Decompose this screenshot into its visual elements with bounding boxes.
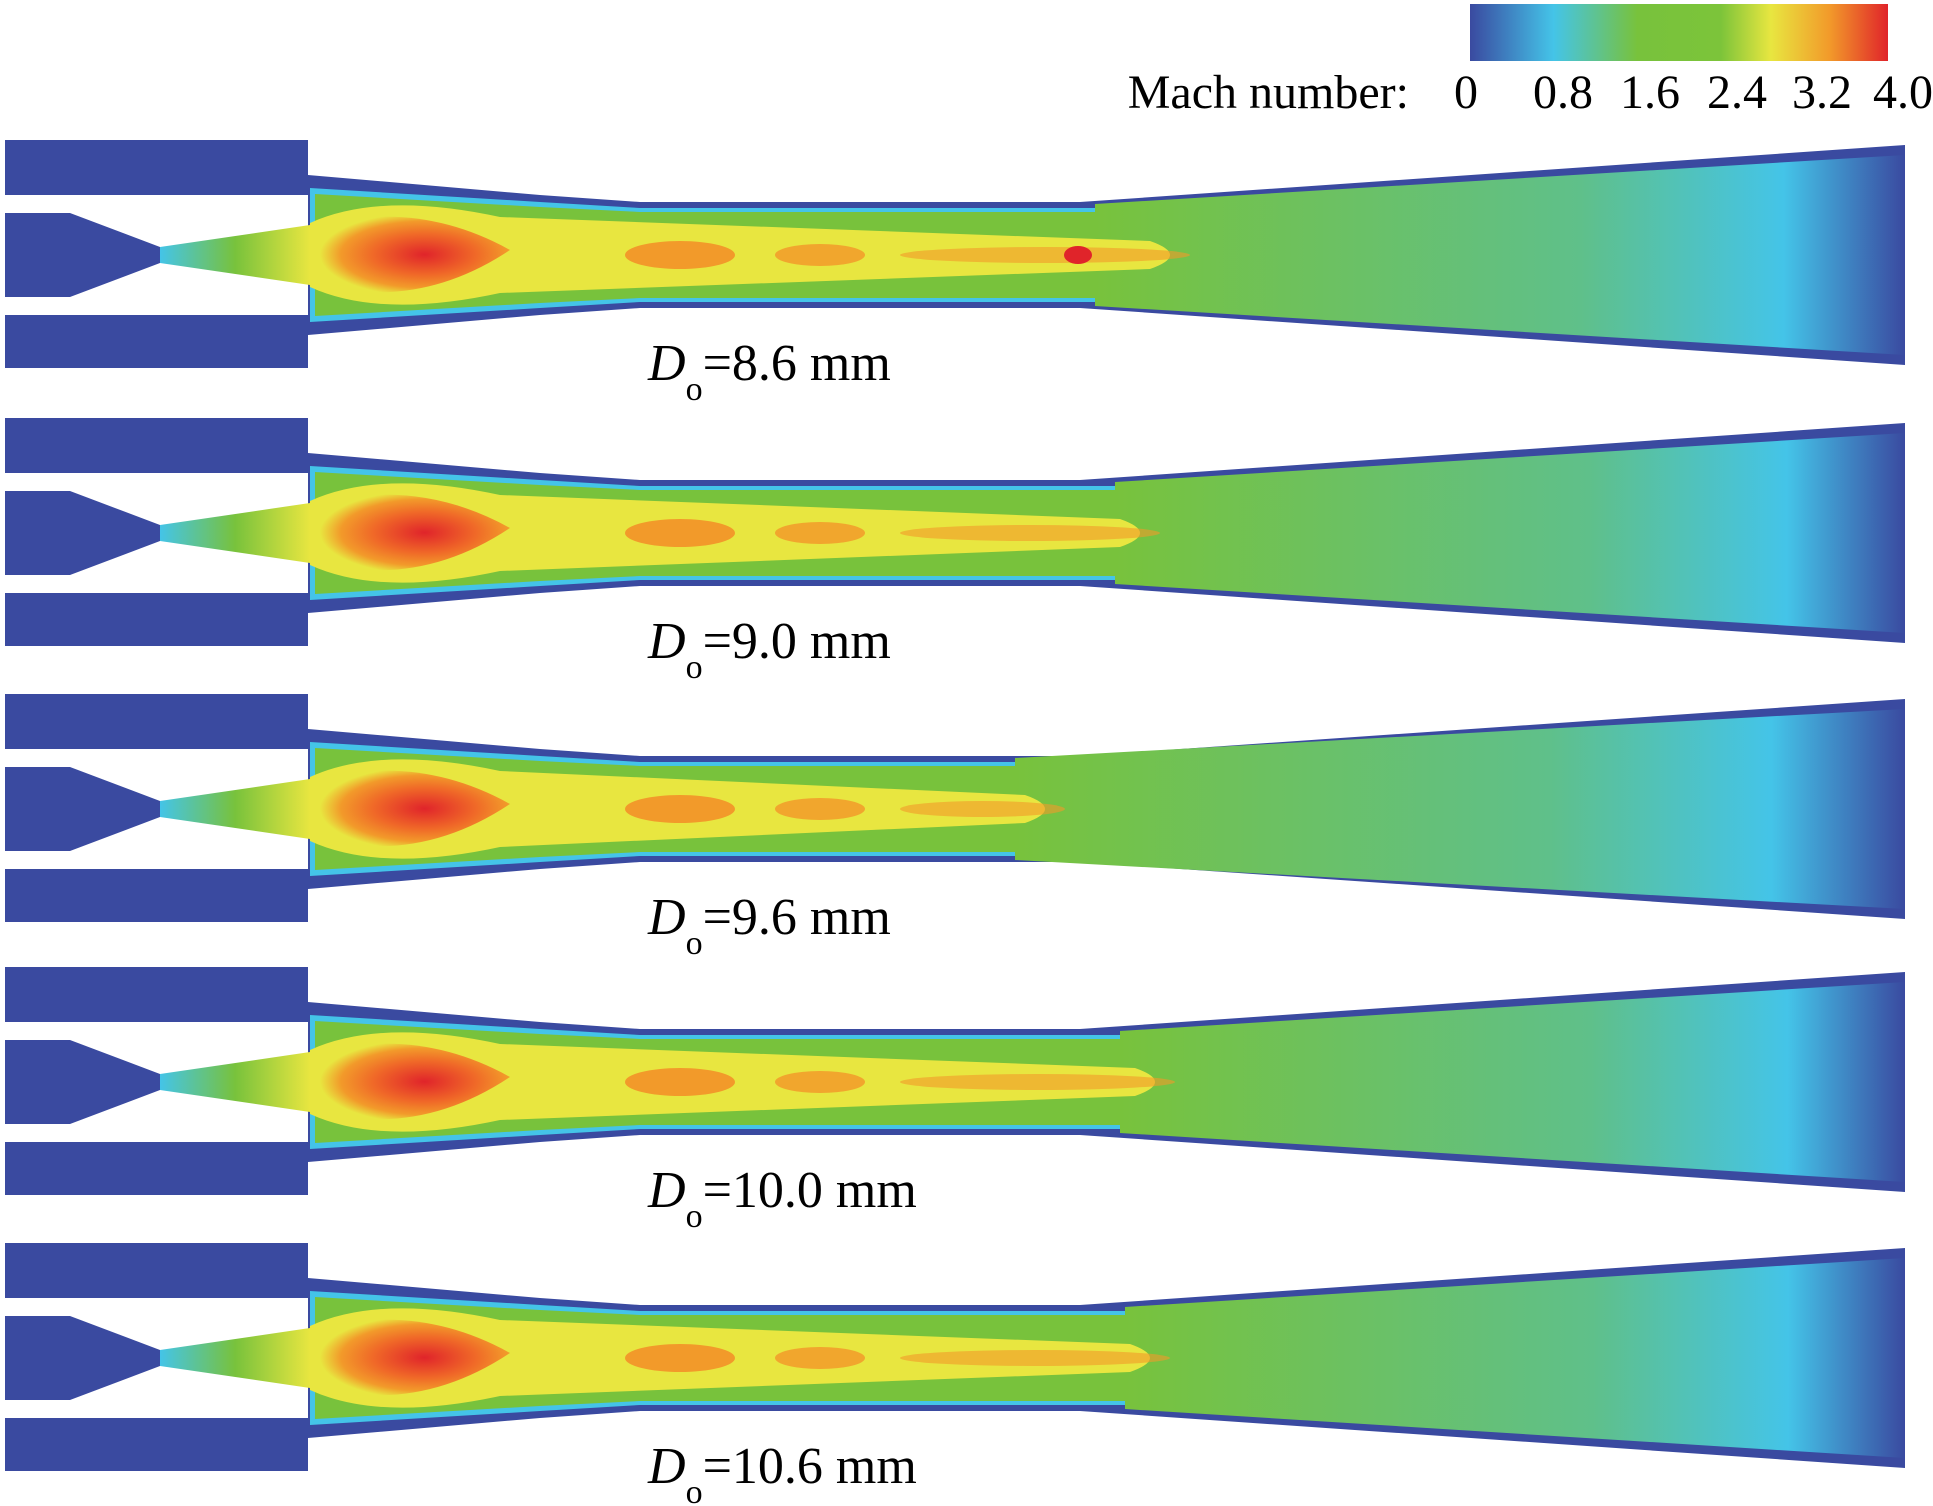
nozzle-jet — [160, 503, 310, 563]
ejector-panel: Do=10.0 mm — [5, 967, 1905, 1235]
colorbar-tick-label: 4.0 — [1873, 66, 1933, 119]
colorbar-legend: Mach number: 0 0.8 1.6 2.4 3.2 4.0 — [1128, 4, 1933, 119]
primary-nozzle-body — [5, 213, 160, 297]
case-label-value: =10.0 mm — [703, 1162, 917, 1219]
colorbar-tick-label: 3.2 — [1792, 66, 1852, 119]
nozzle-jet — [160, 779, 310, 839]
case-label-var: D — [647, 889, 686, 946]
jet-core-hot — [320, 216, 510, 293]
nozzle-jet — [160, 1052, 310, 1112]
jet-core-hot — [320, 1319, 510, 1396]
shock-cell — [775, 244, 865, 266]
shock-cell — [900, 247, 1190, 263]
suction-wall-lower — [5, 593, 308, 646]
shock-spot — [1064, 246, 1092, 264]
jet-envelope — [310, 205, 1170, 305]
suction-wall-upper — [5, 694, 310, 749]
case-label: Do=9.6 mm — [647, 889, 891, 962]
shock-cell — [900, 1350, 1170, 1366]
jet-core-hot — [320, 770, 510, 847]
ejector-panel: Do=9.6 mm — [5, 694, 1905, 962]
colorbar — [1470, 4, 1888, 61]
shock-cell — [775, 798, 865, 820]
case-label-sub: o — [686, 649, 703, 686]
primary-nozzle-body — [5, 767, 160, 851]
case-label: Do=8.6 mm — [647, 335, 891, 408]
colorbar-ticks: 0 0.8 1.6 2.4 3.2 4.0 — [1454, 66, 1933, 119]
nozzle-jet — [160, 1328, 310, 1388]
suction-wall-lower — [5, 869, 308, 922]
suction-wall-upper — [5, 418, 310, 473]
shock-cell — [900, 525, 1160, 541]
case-label-var: D — [647, 1438, 686, 1495]
colorbar-tick-label: 0.8 — [1533, 66, 1593, 119]
shock-cell — [625, 795, 735, 823]
shock-cell — [900, 1074, 1175, 1090]
case-label-sub: o — [686, 1198, 703, 1235]
shock-cell — [775, 522, 865, 544]
case-label-sub: o — [686, 371, 703, 408]
jet-core-hot — [320, 494, 510, 571]
legend-title: Mach number: — [1128, 66, 1409, 119]
case-label-value: =9.0 mm — [703, 613, 891, 670]
case-label-value: =9.6 mm — [703, 889, 891, 946]
case-label: Do=10.0 mm — [647, 1162, 917, 1235]
diffuser-flow — [1115, 433, 1905, 633]
shock-cell — [625, 1344, 735, 1372]
case-label-value: =8.6 mm — [703, 335, 891, 392]
diffuser-flow — [1125, 1258, 1905, 1458]
ejector-panel: Do=9.0 mm — [5, 418, 1905, 686]
suction-wall-lower — [5, 315, 308, 368]
suction-wall-upper — [5, 967, 310, 1022]
ejector-panel: Do=10.6 mm — [5, 1243, 1905, 1506]
case-label-var: D — [647, 1162, 686, 1219]
diffuser-flow — [1095, 155, 1905, 355]
colorbar-tick-label: 1.6 — [1620, 66, 1680, 119]
suction-wall-lower — [5, 1142, 308, 1195]
case-label-sub: o — [686, 1474, 703, 1506]
colorbar-tick-label: 0 — [1454, 66, 1478, 119]
shock-cell — [625, 1068, 735, 1096]
ejector-panel: Do=8.6 mm — [5, 140, 1905, 408]
shock-cell — [775, 1347, 865, 1369]
shock-cell — [625, 241, 735, 269]
primary-nozzle-body — [5, 1316, 160, 1400]
suction-wall-lower — [5, 1418, 308, 1471]
colorbar-tick-label: 2.4 — [1707, 66, 1767, 119]
suction-wall-upper — [5, 140, 310, 195]
jet-core-hot — [320, 1043, 510, 1120]
case-label: Do=9.0 mm — [647, 613, 891, 686]
shock-cell — [625, 519, 735, 547]
case-label: Do=10.6 mm — [647, 1438, 917, 1506]
shock-cell — [900, 801, 1065, 817]
case-label-sub: o — [686, 925, 703, 962]
shock-cell — [775, 1071, 865, 1093]
case-label-var: D — [647, 335, 686, 392]
primary-nozzle-body — [5, 491, 160, 575]
case-label-value: =10.6 mm — [703, 1438, 917, 1495]
diffuser-flow — [1015, 709, 1905, 909]
case-label-var: D — [647, 613, 686, 670]
nozzle-jet — [160, 225, 310, 285]
suction-wall-upper — [5, 1243, 310, 1298]
diffuser-flow — [1120, 982, 1905, 1182]
primary-nozzle-body — [5, 1040, 160, 1124]
